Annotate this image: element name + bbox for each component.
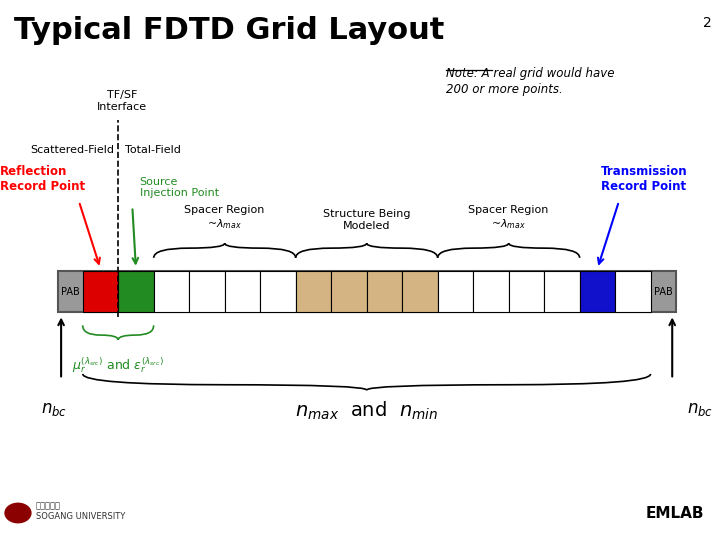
Text: $n_{bc}$: $n_{bc}$ [41, 400, 67, 418]
Text: $n_{max}$  and  $n_{min}$: $n_{max}$ and $n_{min}$ [295, 400, 438, 422]
FancyBboxPatch shape [438, 271, 473, 312]
Circle shape [5, 503, 31, 523]
FancyBboxPatch shape [260, 271, 296, 312]
Text: PAB: PAB [60, 287, 79, 296]
Text: Spacer Region
~$\lambda_{max}$: Spacer Region ~$\lambda_{max}$ [184, 205, 265, 231]
Text: Total-Field: Total-Field [125, 145, 181, 156]
FancyBboxPatch shape [118, 271, 153, 312]
FancyBboxPatch shape [331, 271, 366, 312]
FancyBboxPatch shape [508, 271, 544, 312]
Text: $\mu_r^{(\lambda_{src})}$ and $\varepsilon_r^{(\lambda_{src})}$: $\mu_r^{(\lambda_{src})}$ and $\varepsil… [72, 355, 164, 375]
Text: TF/SF
Interface: TF/SF Interface [96, 90, 147, 112]
Text: Source
Injection Point: Source Injection Point [140, 177, 219, 198]
FancyBboxPatch shape [83, 271, 118, 312]
FancyBboxPatch shape [580, 271, 615, 312]
FancyBboxPatch shape [402, 271, 438, 312]
FancyBboxPatch shape [189, 271, 225, 312]
FancyBboxPatch shape [473, 271, 508, 312]
FancyBboxPatch shape [153, 271, 189, 312]
Text: Spacer Region
~$\lambda_{max}$: Spacer Region ~$\lambda_{max}$ [469, 205, 549, 231]
FancyBboxPatch shape [544, 271, 580, 312]
FancyBboxPatch shape [615, 271, 651, 312]
Text: Structure Being
Modeled: Structure Being Modeled [323, 209, 410, 231]
Text: $n_{bc}$: $n_{bc}$ [687, 400, 713, 418]
Text: Reflection
Record Point: Reflection Record Point [0, 165, 85, 193]
Text: PAB: PAB [654, 287, 672, 296]
Text: Note: A real grid would have
200 or more points.: Note: A real grid would have 200 or more… [446, 68, 614, 96]
FancyBboxPatch shape [366, 271, 402, 312]
Text: Scattered-Field: Scattered-Field [30, 145, 114, 156]
Text: EMLAB: EMLAB [646, 506, 705, 521]
Text: Typical FDTD Grid Layout: Typical FDTD Grid Layout [14, 16, 445, 45]
FancyBboxPatch shape [225, 271, 260, 312]
Text: Transmission
Record Point: Transmission Record Point [601, 165, 688, 193]
FancyBboxPatch shape [58, 271, 676, 312]
Text: 2: 2 [703, 16, 712, 30]
Text: 서강대학교
SOGANG UNIVERSITY: 서강대학교 SOGANG UNIVERSITY [36, 502, 125, 521]
FancyBboxPatch shape [296, 271, 331, 312]
